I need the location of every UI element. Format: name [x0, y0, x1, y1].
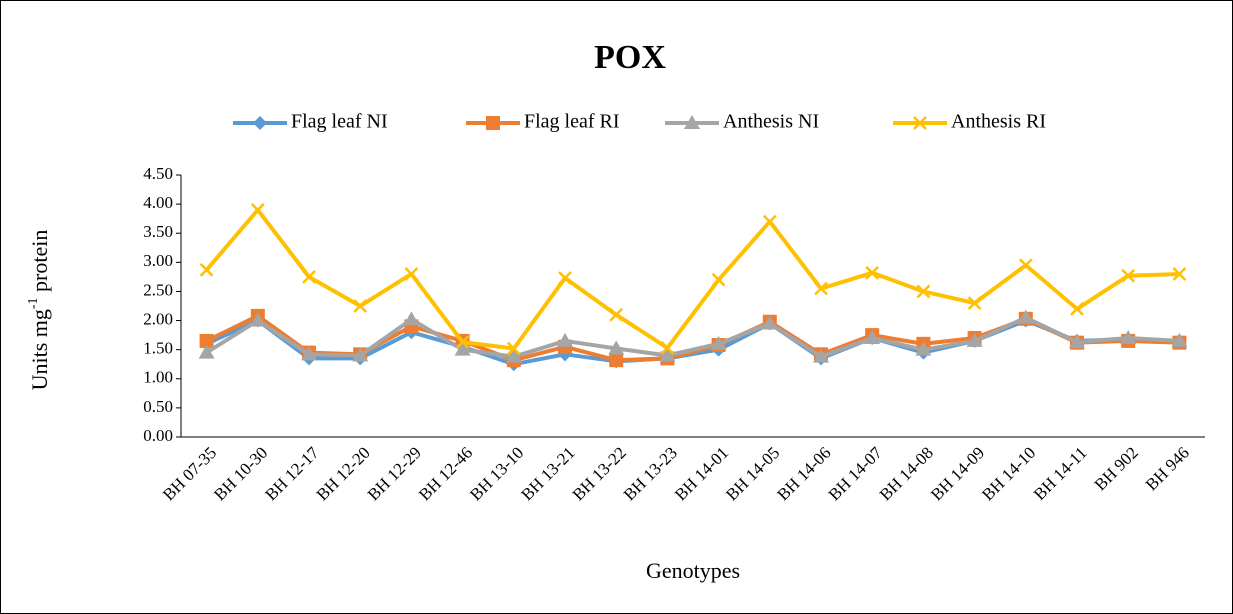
point — [864, 330, 881, 345]
point — [1121, 268, 1136, 283]
point — [199, 263, 214, 277]
point — [505, 348, 522, 363]
point — [403, 311, 420, 326]
series-line — [205, 207, 1180, 351]
legend-label: Flag leaf RI — [524, 111, 620, 133]
point — [659, 347, 676, 362]
y-axis-title-sup: -1 — [26, 297, 41, 309]
y-tick-label: 4.50 — [143, 164, 173, 183]
y-tick-label: 1.50 — [143, 339, 173, 358]
y-axis-title-part: Units mg — [27, 309, 52, 390]
point — [1017, 309, 1034, 324]
point — [198, 344, 215, 359]
point — [967, 296, 982, 310]
point — [814, 281, 828, 296]
point — [301, 346, 317, 361]
point — [199, 333, 214, 348]
legend-marker — [684, 115, 700, 129]
point — [609, 353, 624, 368]
point — [762, 214, 777, 229]
point — [1070, 302, 1084, 316]
y-axis-title-part: protein — [27, 230, 52, 298]
point — [1120, 330, 1137, 345]
point — [761, 315, 778, 330]
point — [710, 335, 727, 350]
point — [915, 341, 932, 356]
point — [557, 332, 573, 347]
y-tick-label: 4.00 — [143, 193, 173, 212]
point — [404, 267, 419, 281]
point — [506, 341, 521, 356]
point — [455, 335, 470, 349]
legend-marker — [486, 116, 500, 130]
x-axis-title: Genotypes — [646, 558, 740, 583]
chart-title: POX — [594, 39, 666, 76]
point — [609, 307, 624, 322]
point — [454, 341, 471, 356]
legend-label: Anthesis NI — [723, 111, 819, 133]
y-tick-label: 0.00 — [143, 426, 173, 445]
point — [1069, 334, 1085, 349]
legend-label: Flag leaf NI — [291, 111, 388, 133]
y-tick-label: 3.50 — [143, 222, 173, 241]
point — [250, 203, 265, 217]
y-tick-label: 2.00 — [143, 309, 173, 328]
point — [353, 299, 368, 313]
point — [813, 348, 829, 363]
point — [1018, 258, 1033, 273]
y-tick-label: 0.50 — [143, 397, 173, 416]
series-line — [205, 315, 1180, 359]
point — [608, 340, 625, 355]
point — [916, 284, 931, 299]
point — [966, 332, 983, 347]
point — [711, 272, 726, 287]
point — [1172, 267, 1187, 281]
y-tick-label: 3.00 — [143, 251, 173, 270]
point — [302, 270, 316, 284]
point — [660, 341, 675, 355]
legend-marker — [253, 116, 267, 130]
point — [1171, 332, 1188, 347]
legend-marker — [913, 116, 927, 130]
y-axis-title: Units mg-1 protein — [26, 230, 52, 391]
legend-label: Anthesis RI — [951, 111, 1046, 133]
point — [352, 347, 369, 362]
point — [558, 271, 572, 285]
point — [249, 312, 266, 327]
point — [865, 265, 880, 280]
y-tick-label: 1.00 — [143, 368, 173, 387]
y-tick-label: 2.50 — [143, 280, 173, 299]
